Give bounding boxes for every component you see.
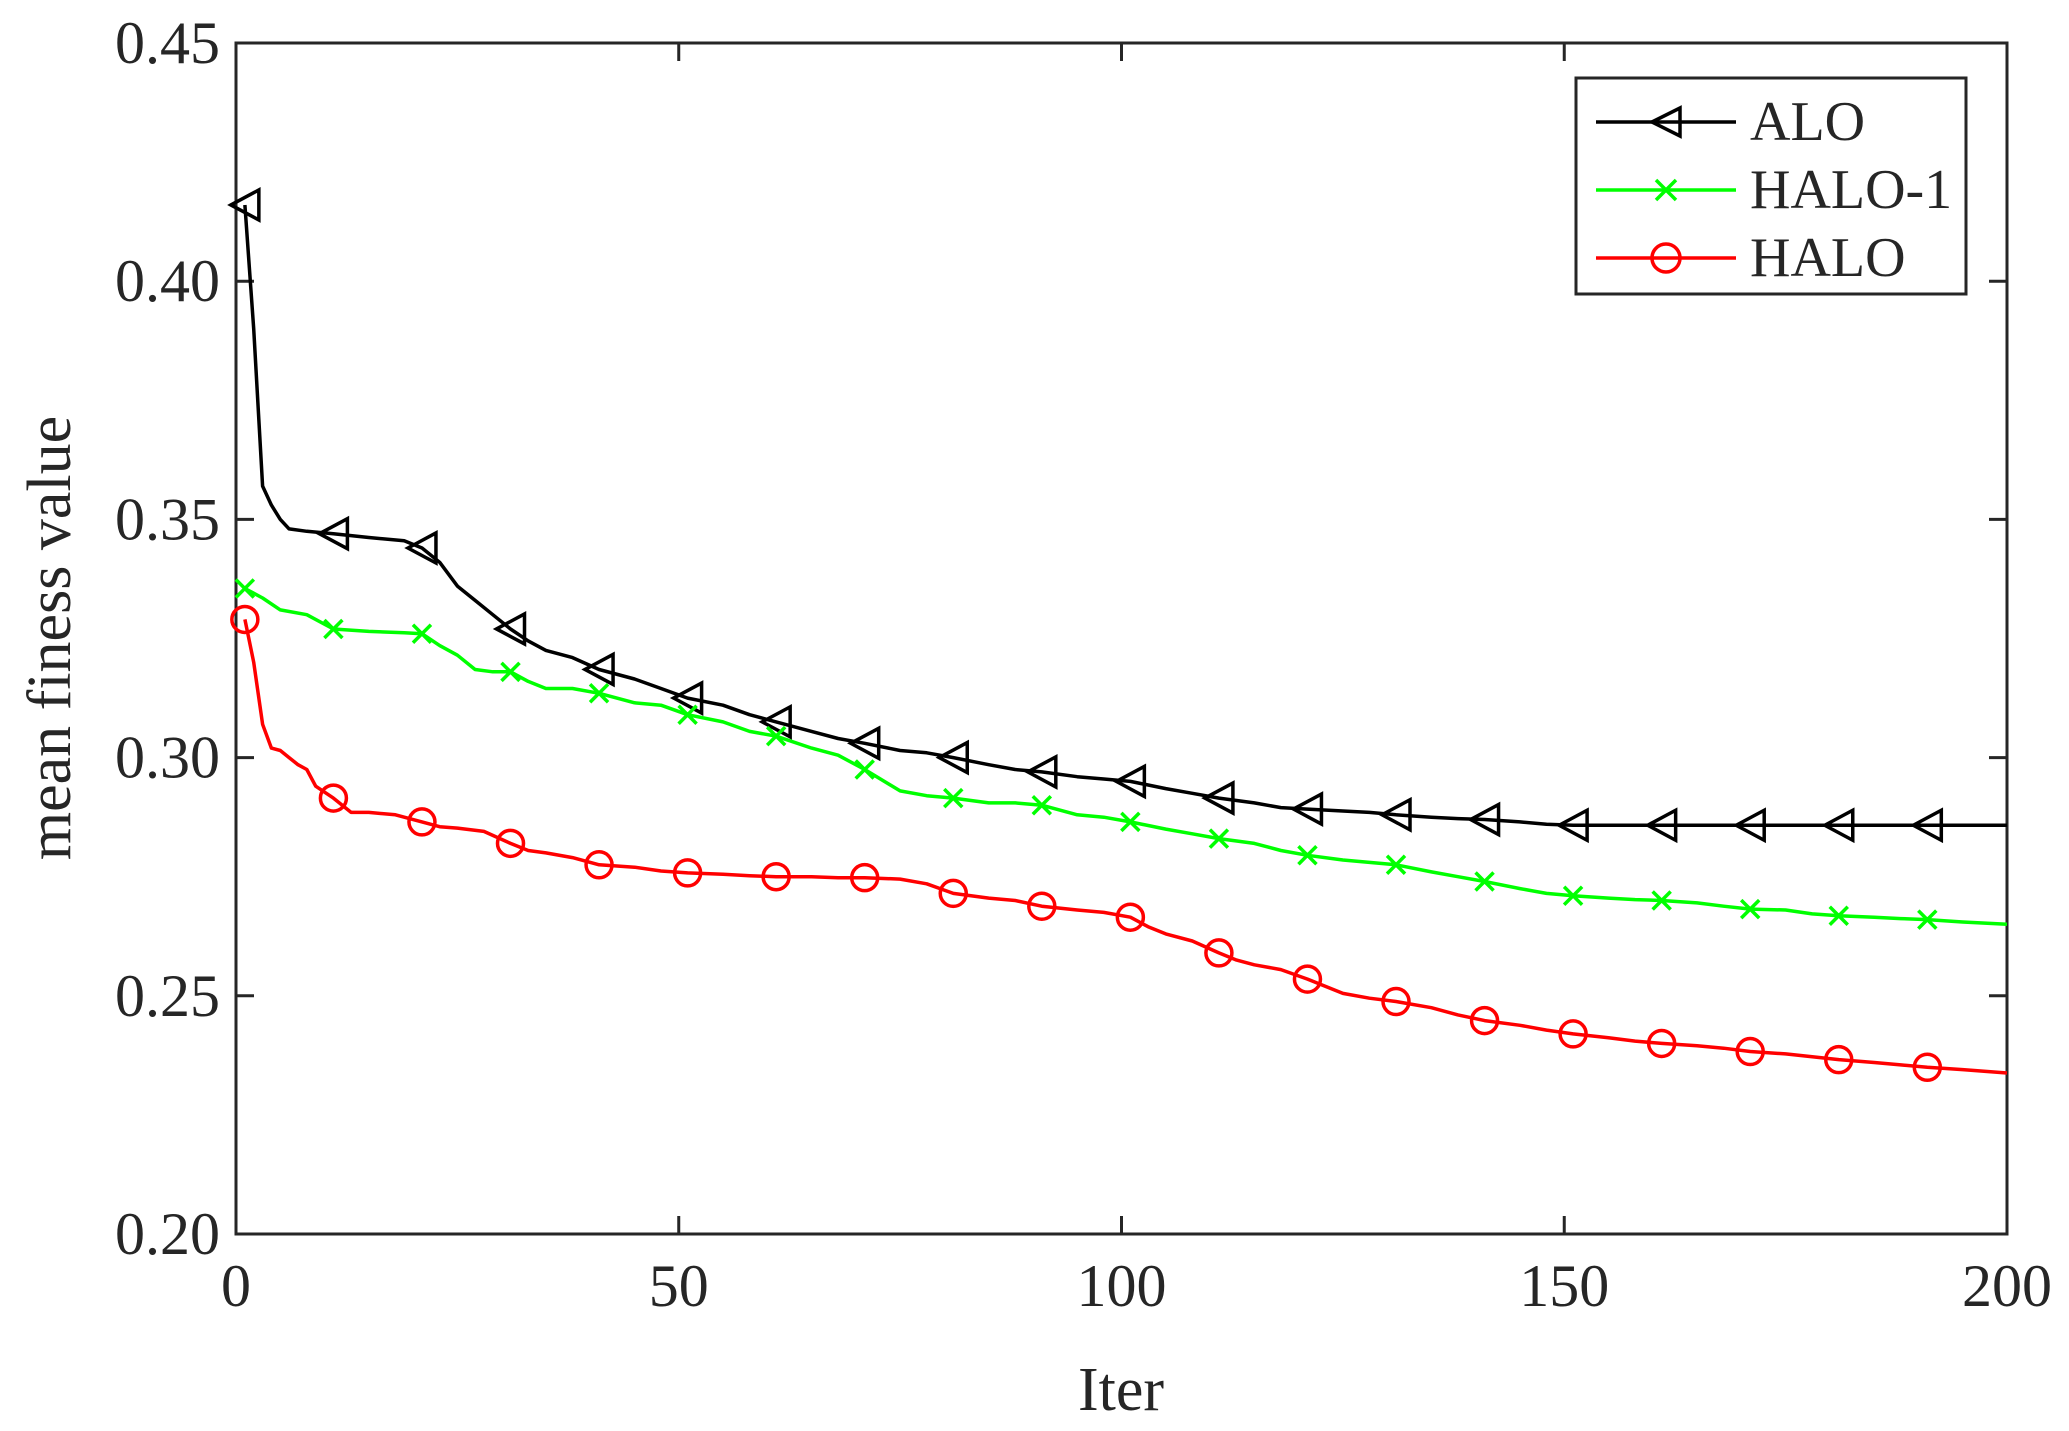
data-point-halo-1 xyxy=(1917,909,1938,930)
data-point-halo-1 xyxy=(234,578,256,599)
data-point-halo xyxy=(1912,1052,1943,1083)
data-point-alo xyxy=(227,187,261,223)
data-point-alo xyxy=(846,725,881,762)
data-point-halo-1 xyxy=(943,787,964,809)
data-point-halo-1 xyxy=(854,759,875,780)
data-point-halo-1 xyxy=(1562,885,1584,906)
x-tick-label: 200 xyxy=(1962,1253,2052,1319)
data-point-halo xyxy=(1735,1036,1765,1067)
data-point-halo-1 xyxy=(588,683,610,704)
data-point-halo-1 xyxy=(1385,854,1407,876)
data-point-alo xyxy=(1732,807,1766,844)
y-tick-label: 0.30 xyxy=(115,725,220,791)
data-point-alo xyxy=(1555,807,1589,844)
data-point-alo xyxy=(1643,807,1678,844)
legend-label-halo-1: HALO-1 xyxy=(1750,159,1952,221)
data-point-halo-1 xyxy=(1208,828,1230,849)
data-point-halo-1 xyxy=(1297,845,1318,866)
legend-label-halo: HALO xyxy=(1750,227,1906,289)
data-point-halo-1 xyxy=(677,704,698,725)
data-point-halo xyxy=(672,858,703,888)
data-point-alo xyxy=(1289,791,1324,827)
y-tick-label: 0.35 xyxy=(115,486,220,552)
data-point-halo xyxy=(495,828,526,859)
axis-ticks: 0 50 100 150 200 0.20 0.25 0.30 0.35 0.40 0.45 xyxy=(115,10,2052,1319)
data-point-halo-1 xyxy=(411,623,433,644)
x-tick-label: 150 xyxy=(1519,1253,1609,1319)
data-point-halo xyxy=(1115,902,1146,932)
y-tick-label: 0.25 xyxy=(115,963,220,1029)
legend-marker-halo-1 xyxy=(1654,178,1678,202)
data-point-halo xyxy=(761,861,791,892)
y-tick-label: 0.45 xyxy=(115,10,220,76)
data-point-halo xyxy=(1824,1044,1854,1075)
legend-marker-halo xyxy=(1650,242,1682,274)
data-point-halo-1 xyxy=(1120,811,1141,833)
data-point-halo xyxy=(1204,938,1234,968)
data-point-alo xyxy=(935,739,970,776)
data-point-halo xyxy=(1558,1019,1588,1049)
data-point-alo xyxy=(1378,796,1412,833)
data-point-halo xyxy=(1381,986,1411,1017)
data-point-halo-1 xyxy=(500,661,521,683)
data-point-alo xyxy=(758,703,792,740)
data-point-alo xyxy=(1024,753,1058,790)
data-point-halo-1 xyxy=(1828,905,1849,927)
data-point-alo xyxy=(1112,763,1147,800)
data-point-alo xyxy=(315,515,350,552)
x-axis-label: Iter xyxy=(1078,1356,1164,1424)
series-alo xyxy=(227,187,2007,844)
y-tick-label: 0.20 xyxy=(115,1201,220,1267)
data-point-alo xyxy=(1201,780,1235,817)
data-point-halo xyxy=(407,807,437,837)
data-point-halo-1 xyxy=(765,725,787,747)
series-line-halo-1 xyxy=(244,586,2008,927)
series-halo xyxy=(230,604,2008,1083)
data-point-halo xyxy=(318,783,349,813)
data-point-halo xyxy=(584,850,614,880)
data-point-alo xyxy=(404,530,438,566)
data-point-halo xyxy=(1469,1005,1500,1036)
series-line-alo xyxy=(243,204,2007,827)
data-point-alo xyxy=(1909,807,1944,844)
legend: ALO HALO-1 HALO xyxy=(1574,76,1968,296)
series-layer xyxy=(227,187,2008,1083)
legend-label-alo: ALO xyxy=(1750,91,1865,153)
data-point-halo xyxy=(1646,1028,1677,1059)
data-point-alo xyxy=(1821,807,1855,844)
data-point-alo xyxy=(581,651,615,688)
data-point-halo-1 xyxy=(1031,795,1053,816)
data-point-alo xyxy=(1466,801,1501,838)
data-point-halo xyxy=(849,862,880,893)
x-tick-label: 100 xyxy=(1077,1253,1167,1319)
data-point-halo xyxy=(1027,891,1057,921)
data-point-halo xyxy=(938,878,969,909)
data-point-halo-1 xyxy=(1651,890,1672,911)
series-halo-1 xyxy=(234,578,2008,930)
y-axis-label: mean finess value xyxy=(16,416,84,860)
data-point-halo-1 xyxy=(323,618,344,640)
data-point-alo xyxy=(669,680,704,716)
x-tick-label: 0 xyxy=(221,1253,251,1319)
legend-marker-alo xyxy=(1648,105,1682,139)
data-point-halo xyxy=(1292,964,1323,994)
data-point-halo xyxy=(230,604,260,635)
data-point-halo-1 xyxy=(1739,898,1761,920)
y-tick-label: 0.40 xyxy=(115,248,220,314)
data-point-alo xyxy=(492,611,527,647)
data-point-halo-1 xyxy=(1474,871,1495,892)
x-tick-label: 50 xyxy=(649,1253,709,1319)
